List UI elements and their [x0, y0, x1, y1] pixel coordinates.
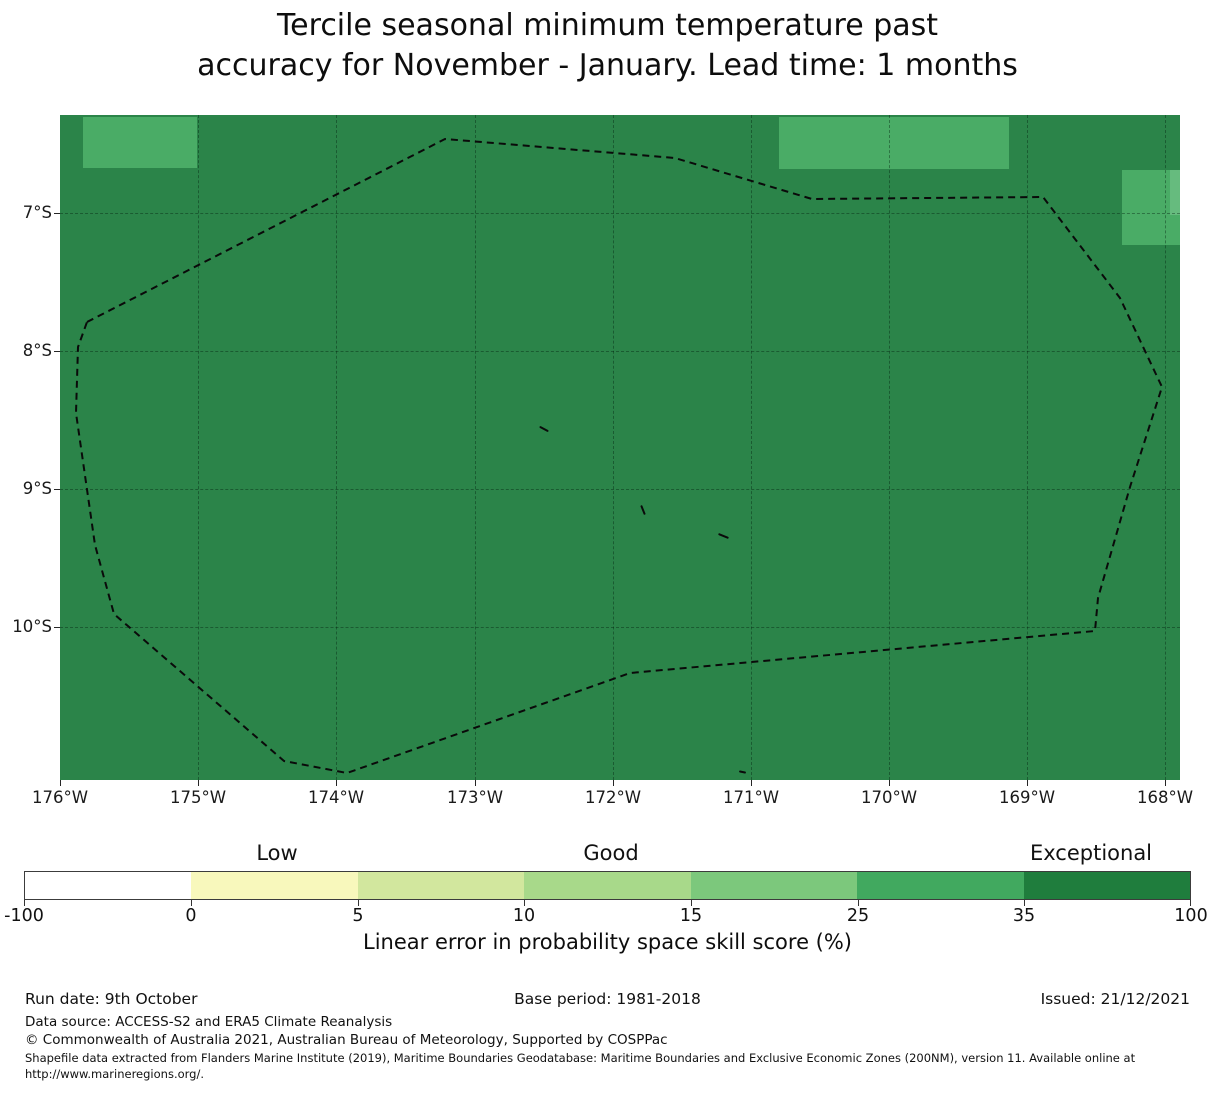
x-axis-tick — [1027, 780, 1028, 786]
y-axis-tick — [54, 627, 60, 628]
colorbar-tick-label: 15 — [679, 906, 703, 926]
x-tick-label: 168°W — [1136, 788, 1194, 807]
x-axis-tick — [889, 780, 890, 786]
x-tick-label: 170°W — [860, 788, 918, 807]
x-axis-tick — [1165, 780, 1166, 786]
colorbar — [24, 871, 1191, 900]
gridline — [336, 115, 337, 780]
x-tick-label: 171°W — [722, 788, 780, 807]
x-tick-label: 174°W — [307, 788, 365, 807]
page-title-line2: accuracy for November - January. Lead ti… — [197, 48, 1018, 83]
gridline — [475, 115, 476, 780]
colorbar-tick — [858, 900, 859, 906]
colorbar-tick-label: 35 — [1012, 906, 1036, 926]
colorbar-caption: Linear error in probability space skill … — [363, 930, 852, 954]
skill-patch-east-light — [1170, 170, 1180, 215]
x-tick-label: 172°W — [584, 788, 642, 807]
page-title-line1: Tercile seasonal minimum temperature pas… — [276, 8, 939, 43]
footer-issued: Issued: 21/12/2021 — [1040, 990, 1190, 1008]
eez-boundary-polygon — [75, 138, 1163, 774]
colorbar-tick — [691, 900, 692, 906]
colorbar-category-good: Good — [583, 841, 639, 865]
colorbar-segment — [690, 872, 858, 899]
x-tick-label: 175°W — [169, 788, 227, 807]
y-axis-tick — [54, 213, 60, 214]
map-canvas — [60, 115, 1180, 780]
x-axis-tick — [336, 780, 337, 786]
colorbar-category-exceptional: Exceptional — [1029, 841, 1153, 865]
y-axis-tick — [54, 489, 60, 490]
x-axis-tick — [613, 780, 614, 786]
x-tick-label: 176°W — [31, 788, 89, 807]
y-tick-label: 9°S — [22, 479, 52, 498]
x-axis-tick — [475, 780, 476, 786]
colorbar-segment — [25, 872, 192, 899]
x-axis-tick — [198, 780, 199, 786]
y-axis-tick — [54, 351, 60, 352]
gridline — [751, 115, 752, 780]
gridline — [198, 115, 199, 780]
colorbar-tick-label: 0 — [185, 906, 197, 926]
colorbar-tick — [524, 900, 525, 906]
gridline — [60, 489, 1180, 490]
colorbar-tick — [1190, 900, 1191, 906]
footer-data-source: Data source: ACCESS-S2 and ERA5 Climate … — [25, 1014, 393, 1030]
skill-patch-north-central — [779, 117, 1009, 169]
colorbar-tick — [1024, 900, 1025, 906]
colorbar-tick-label: 100 — [1174, 906, 1208, 926]
y-tick-label: 10°S — [12, 617, 52, 636]
y-tick-label: 7°S — [22, 203, 52, 222]
colorbar-tick — [191, 900, 192, 906]
footer-shapefile-note: Shapefile data extracted from Flanders M… — [25, 1051, 1136, 1081]
footer-run-date: Run date: 9th October — [25, 990, 198, 1008]
gridline — [1027, 115, 1028, 780]
x-tick-label: 169°W — [998, 788, 1056, 807]
page-title: Tercile seasonal minimum temperature pas… — [0, 6, 1215, 86]
x-axis-tick — [751, 780, 752, 786]
colorbar-tick — [24, 900, 25, 906]
colorbar-segment — [191, 872, 358, 899]
colorbar-segment — [357, 872, 525, 899]
eez-boundary-outline — [75, 138, 1163, 774]
footer-copyright: © Commonwealth of Australia 2021, Austra… — [25, 1032, 668, 1048]
gridline — [60, 351, 1180, 352]
colorbar-segment — [524, 872, 691, 899]
x-tick-label: 173°W — [446, 788, 504, 807]
colorbar-segment — [857, 872, 1024, 899]
colorbar-tick-label: 10 — [512, 906, 536, 926]
footer-base-period: Base period: 1981-2018 — [514, 990, 701, 1008]
colorbar-tick — [358, 900, 359, 906]
x-axis-tick — [60, 780, 61, 786]
colorbar-tick-label: 25 — [846, 906, 870, 926]
gridline — [1165, 115, 1166, 780]
gridline — [889, 115, 890, 780]
gridline — [60, 627, 1180, 628]
y-tick-label: 8°S — [22, 341, 52, 360]
colorbar-category-low: Low — [256, 841, 298, 865]
gridline — [613, 115, 614, 780]
colorbar-tick-label: -100 — [4, 906, 44, 926]
skill-patch-northwest — [83, 117, 197, 168]
gridline — [60, 213, 1180, 214]
colorbar-segment — [1023, 872, 1190, 899]
colorbar-tick-label: 5 — [352, 906, 364, 926]
